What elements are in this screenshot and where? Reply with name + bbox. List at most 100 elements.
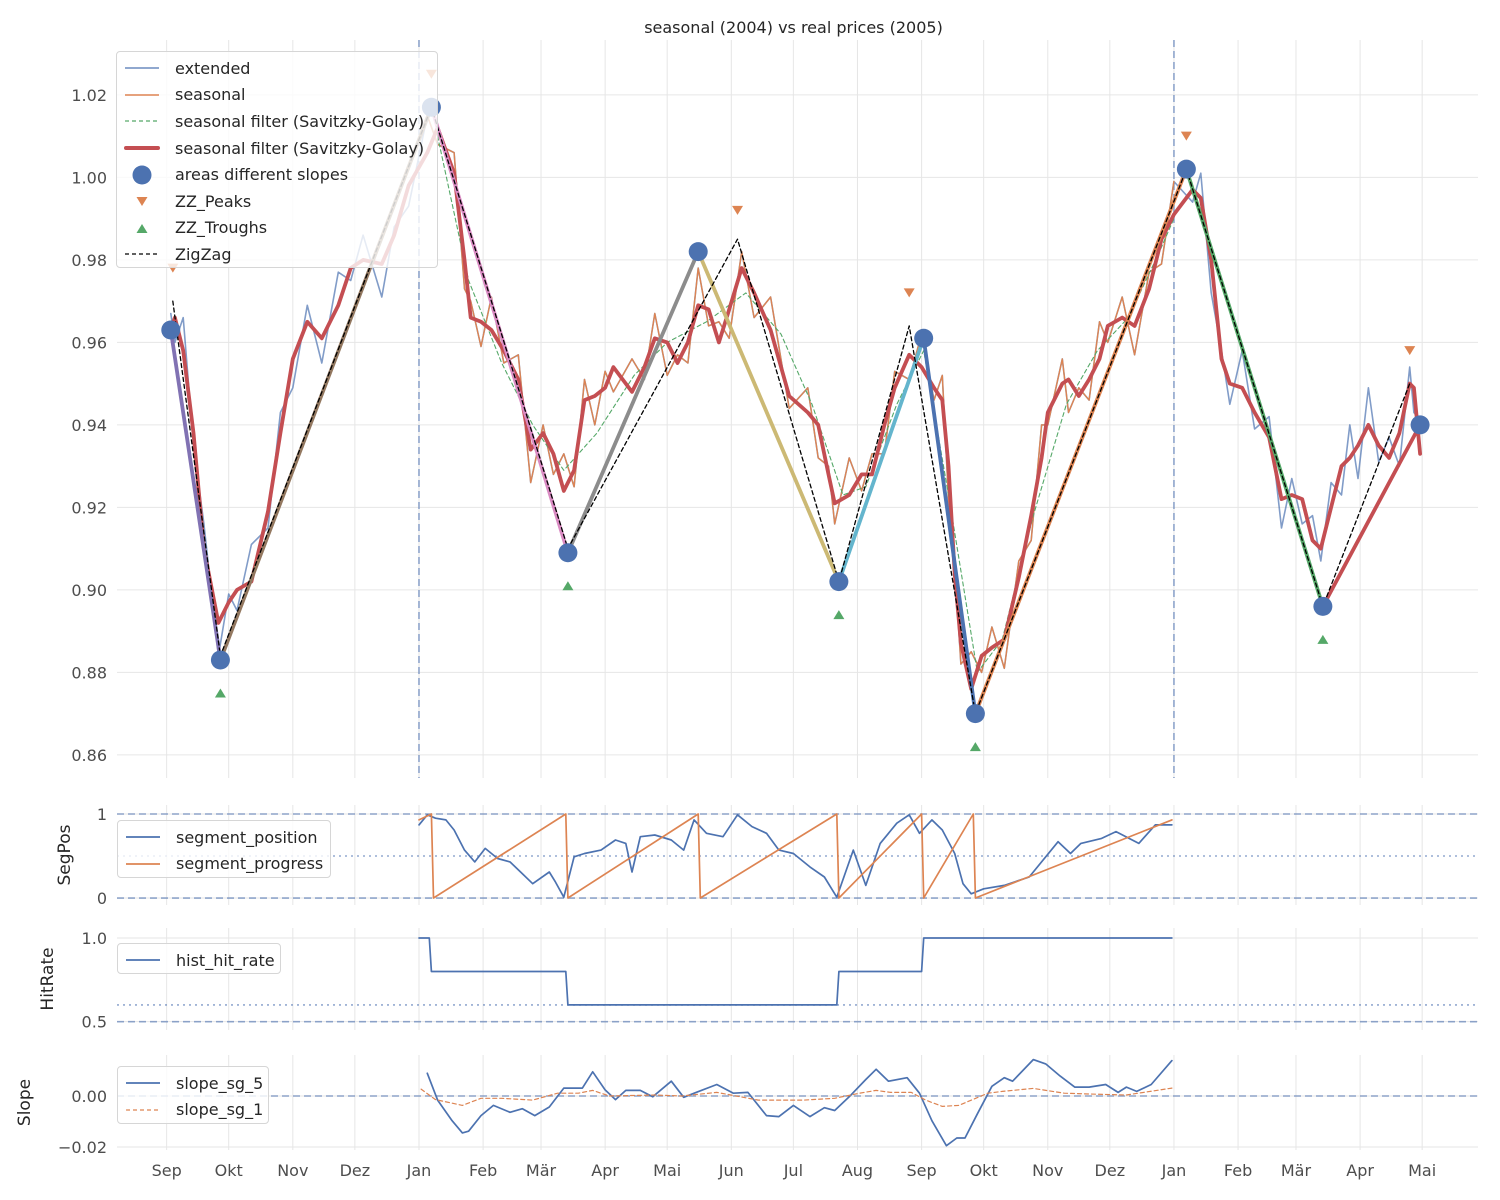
y-tick-label: 0.96: [71, 333, 107, 352]
panel-segpos: 0 1 SegPos: [55, 805, 1478, 908]
x-tick-label: Jan: [1161, 1161, 1187, 1180]
area-point-marker: [210, 650, 230, 670]
legend-item-slope-sg-5: slope_sg_5: [124, 1070, 264, 1097]
x-tick-label: Mär: [1281, 1161, 1312, 1180]
x-tick-label: Aug: [842, 1161, 873, 1180]
x-tick-label: Jul: [783, 1161, 803, 1180]
legend-item-sg-thick: seasonal filter (Savitzky-Golay): [123, 135, 431, 162]
slope-segment-line: [696, 249, 841, 584]
slope-segment-line: [921, 336, 978, 716]
series-line-sg-thin: [437, 135, 1175, 673]
slope-segment-line: [168, 328, 223, 662]
legend-slope: slope_sg_5 slope_sg_1: [117, 1066, 269, 1124]
y-tick-label: 0.86: [71, 746, 107, 765]
series-line-slope-sg-1: [420, 1087, 1173, 1107]
legend-label: extended: [175, 58, 251, 78]
legend-hitrate: hist_hit_rate: [117, 943, 281, 974]
y-tick-label: 0.92: [71, 498, 107, 517]
x-tick-label: Apr: [1346, 1161, 1374, 1180]
x-tick-label: Sep: [907, 1161, 937, 1180]
legend-item-extended: extended: [123, 55, 431, 82]
trough-marker: [214, 688, 226, 698]
y-tick-label: 0.98: [71, 251, 107, 270]
series-line-slope-sg-5: [426, 1058, 1173, 1147]
area-point-marker: [1410, 415, 1430, 435]
legend-label: seasonal filter (Savitzky-Golay): [175, 138, 425, 158]
legend-item-segment-progress: segment_progress: [124, 851, 324, 878]
x-tick-label: Okt: [970, 1161, 998, 1180]
panel-prices: 0.86 0.88 0.90 0.92 0.94 0.96 0.98 1.00 1.02: [71, 40, 1478, 778]
thick-line-swatch-icon: [124, 146, 160, 151]
x-tick-label: Jan: [406, 1161, 432, 1180]
dashed-line-swatch-icon: [125, 253, 159, 256]
line-swatch-icon: [126, 1082, 160, 1085]
legend-label: segment_progress: [176, 854, 324, 874]
peak-marker: [1180, 131, 1192, 141]
area-point-marker: [161, 320, 181, 340]
circle-marker-icon: [132, 165, 152, 185]
x-tick-label: Apr: [591, 1161, 619, 1180]
x-tick-label: Mär: [526, 1161, 557, 1180]
triangle-up-icon: [136, 223, 148, 233]
area-point-marker: [914, 328, 934, 348]
line-swatch-icon: [126, 959, 160, 962]
legend-label: seasonal: [175, 85, 246, 105]
slope-segment-line: [836, 336, 926, 584]
legend-label: ZigZag: [175, 244, 232, 264]
area-point-marker: [829, 572, 849, 592]
y-tick-label: 1.02: [71, 86, 107, 105]
slope-segment-line: [566, 249, 701, 555]
line-swatch-icon: [125, 67, 159, 70]
dashed-line-swatch-icon: [126, 1109, 160, 1111]
y-axis-label: HitRate: [38, 947, 58, 1010]
y-axis-label: Slope: [15, 1079, 35, 1126]
trough-marker: [1317, 634, 1329, 644]
legend-prices: extended seasonal seasonal filter (Savit…: [116, 51, 438, 268]
y-tick-label: 0.00: [71, 1087, 107, 1106]
legend-item-hist-hit-rate: hist_hit_rate: [124, 947, 275, 974]
y-tick-label: 0.88: [71, 663, 107, 682]
x-tick-label: Okt: [215, 1161, 243, 1180]
x-tick-label: Nov: [1032, 1161, 1063, 1180]
slope-segment-line: [1320, 422, 1422, 609]
line-swatch-icon: [126, 862, 160, 865]
y-tick-label: 0: [97, 889, 107, 908]
peak-marker: [1404, 346, 1416, 356]
legend-label: slope_sg_1: [176, 1100, 264, 1120]
y-tick-label: 1.0: [82, 929, 107, 948]
area-point-marker: [1176, 159, 1196, 179]
x-tick-label: Dez: [1095, 1161, 1126, 1180]
legend-item-segment-position: segment_position: [124, 824, 324, 851]
line-swatch-icon: [126, 836, 160, 839]
legend-item-seasonal: seasonal: [123, 82, 431, 109]
dashed-line-swatch-icon: [125, 120, 159, 123]
legend-item-slope-sg-1: slope_sg_1: [124, 1097, 264, 1124]
x-tick-label: Jun: [718, 1161, 744, 1180]
y-tick-label: 0.90: [71, 581, 107, 600]
x-tick-label: Mai: [1408, 1161, 1436, 1180]
legend-label: ZZ_Troughs: [175, 218, 268, 238]
x-tick-label: Feb: [1224, 1161, 1252, 1180]
legend-segpos: segment_position segment_progress: [117, 820, 331, 878]
legend-label: areas different slopes: [175, 165, 349, 185]
x-tick-label: Sep: [152, 1161, 182, 1180]
y-tick-label: 0.94: [71, 416, 107, 435]
series-line-segment-position: [418, 813, 1173, 899]
legend-item-troughs: ZZ_Troughs: [123, 215, 431, 242]
triangle-down-icon: [136, 197, 148, 207]
series-line-seasonal: [426, 114, 1175, 674]
x-tick-label: Dez: [340, 1161, 371, 1180]
y-tick-label: −0.02: [58, 1138, 107, 1157]
x-tick-label: Feb: [469, 1161, 497, 1180]
trough-marker: [833, 610, 845, 620]
legend-label: ZZ_Peaks: [175, 191, 252, 211]
series-line-segment-progress: [418, 813, 1173, 899]
x-tick-label: Mai: [653, 1161, 681, 1180]
y-tick-label: 1: [97, 805, 107, 824]
legend-label: slope_sg_5: [176, 1073, 264, 1093]
peak-marker: [903, 288, 915, 298]
y-tick-label: 0.5: [82, 1013, 107, 1032]
legend-item-zigzag: ZigZag: [123, 241, 431, 268]
legend-label: seasonal filter (Savitzky-Golay): [175, 111, 425, 131]
